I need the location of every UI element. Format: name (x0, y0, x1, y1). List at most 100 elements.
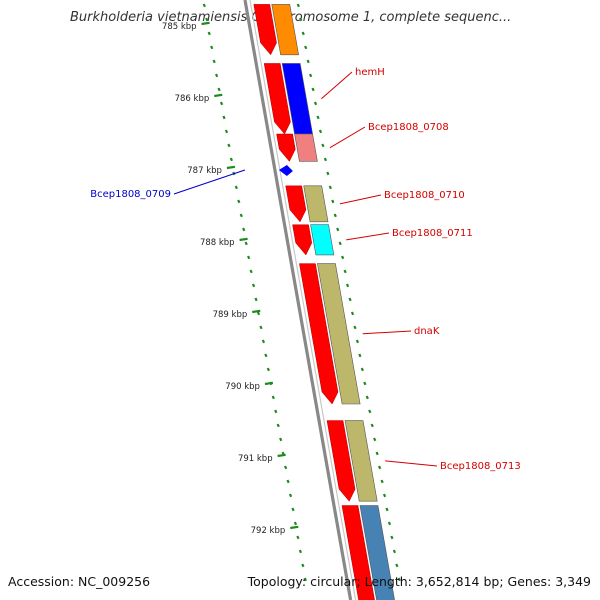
ruler-tick (264, 381, 274, 386)
outer-dot (345, 283, 350, 288)
gene-Bcep1808_0708-cog (294, 133, 318, 162)
outer-dot (309, 73, 313, 78)
gene-label: Bcep1808_0711 (392, 228, 473, 239)
ruler-dot (212, 59, 216, 64)
gene-leader-line (321, 71, 353, 100)
ruler-dot (279, 437, 283, 442)
ruler-dot (215, 73, 219, 78)
ruler-tick (226, 165, 236, 170)
outer-dot (341, 255, 345, 260)
ruler-dot (291, 507, 295, 512)
outer-dot (306, 59, 310, 64)
gene-dnaK-cds (299, 263, 339, 405)
ruler-tick (277, 453, 286, 458)
ruler-dot (284, 465, 288, 470)
ruler-tick (252, 309, 261, 314)
outer-dot (326, 171, 330, 176)
outer-dot (373, 437, 377, 442)
gene-Bcep1808_0711-cog (310, 224, 335, 256)
ruler-dot (205, 17, 209, 22)
ruler-tick (214, 93, 223, 98)
gene-Bcep1808_0711-cds (292, 224, 313, 256)
ruler-dot (249, 269, 253, 274)
ruler-label: 785 kbp (162, 22, 197, 32)
outer-dot (363, 381, 367, 386)
outer-dot (365, 395, 369, 400)
ruler-dot (251, 283, 256, 288)
outer-dot (331, 199, 335, 204)
ruler-label: 789 kbp (213, 310, 248, 320)
ruler-label: 791 kbp (238, 454, 273, 464)
ruler-dot (239, 213, 243, 218)
gene-leader-line (339, 194, 382, 205)
gene-hemH-cds (263, 63, 291, 135)
gene-Bcep1808_0710-cds (285, 185, 307, 223)
outer-dot (368, 409, 372, 414)
ruler-dot (274, 409, 278, 414)
gene-leader-line (329, 126, 366, 149)
outer-dot (348, 297, 352, 302)
ruler-dot (293, 521, 298, 526)
ruler-label: 790 kbp (225, 382, 260, 392)
gene-Bcep1808_0708-cds (276, 133, 296, 162)
ruler-dot (254, 297, 258, 302)
gene-label: Bcep1808_0710 (384, 190, 465, 201)
outer-dot (296, 3, 300, 8)
partial-gene-cds (253, 4, 277, 56)
outer-dot (299, 17, 303, 22)
ruler-dot (234, 185, 238, 190)
ruler-dot (244, 241, 248, 246)
outer-dot (380, 479, 384, 484)
backbone-outer (243, 0, 353, 600)
outer-dot (311, 87, 315, 92)
outer-dot (370, 423, 374, 428)
outer-dot (397, 577, 401, 582)
outer-dot (382, 493, 387, 498)
ruler-dot (227, 143, 231, 148)
gene-label: Bcep1808_0713 (440, 461, 521, 472)
gene-leader-line (173, 169, 246, 195)
ruler-dot (271, 395, 275, 400)
gene-leader-line (346, 232, 390, 241)
ruler-dot (222, 115, 226, 120)
outer-dot (304, 45, 308, 50)
partial-gene-cog (359, 505, 395, 600)
gene-Bcep1808_0709-cds (278, 165, 293, 176)
ruler-tick (239, 237, 248, 242)
ruler-dot (224, 129, 229, 134)
outer-dot (350, 311, 355, 316)
ruler-dot (264, 353, 268, 358)
topology-text: Topology: circular; Length: 3,652,814 bp… (247, 574, 591, 589)
outer-dot (343, 269, 347, 274)
backbone-inner (249, 0, 357, 600)
ruler-dot (301, 563, 305, 568)
gene-label: dnaK (414, 326, 440, 337)
outer-dot (321, 143, 325, 148)
ruler-tick (201, 21, 210, 26)
ruler-dot (261, 339, 266, 344)
outer-dot (353, 325, 357, 330)
ruler-dot (229, 157, 234, 162)
gene-Bcep1808_0713-cog (344, 420, 378, 502)
ruler-label: 786 kbp (175, 94, 210, 104)
outer-dot (323, 157, 328, 162)
ruler-dot (202, 3, 206, 8)
ruler-dot (288, 493, 293, 498)
outer-dot (378, 465, 382, 470)
outer-dot (360, 367, 364, 372)
outer-dot (318, 129, 323, 134)
ruler-dot (303, 577, 307, 582)
ruler-dot (259, 325, 263, 330)
outer-dot (390, 535, 394, 540)
outer-dot (375, 451, 379, 456)
accession-text: Accession: NC_009256 (8, 574, 151, 589)
outer-dot (301, 31, 305, 36)
outer-dot (336, 227, 340, 232)
ruler-dot (207, 31, 211, 36)
ruler-dot (286, 479, 290, 484)
gene-label: hemH (355, 67, 385, 78)
ruler-dot (298, 549, 303, 554)
gene-Bcep1808_0713-cds (326, 420, 356, 502)
outer-dot (333, 213, 337, 218)
outer-dot (328, 185, 332, 190)
